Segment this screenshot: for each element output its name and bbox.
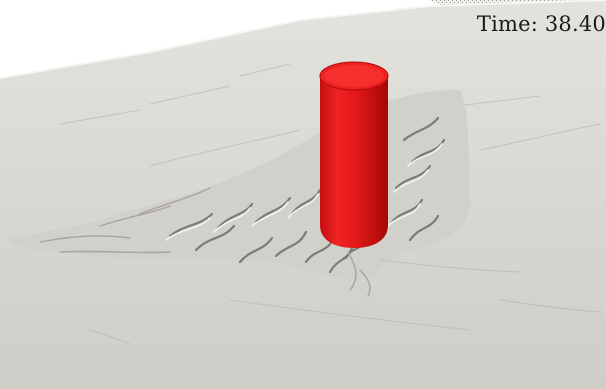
pile-cylinder bbox=[319, 61, 389, 248]
horizon-edge bbox=[0, 0, 606, 79]
bed-streaks bbox=[59, 63, 601, 331]
time-label: Time: 38.40 bbox=[476, 12, 606, 36]
scour-ridges bbox=[39, 116, 446, 297]
wake-lines bbox=[89, 259, 601, 345]
pile-top-inner bbox=[324, 65, 384, 87]
pile-body bbox=[320, 76, 388, 248]
